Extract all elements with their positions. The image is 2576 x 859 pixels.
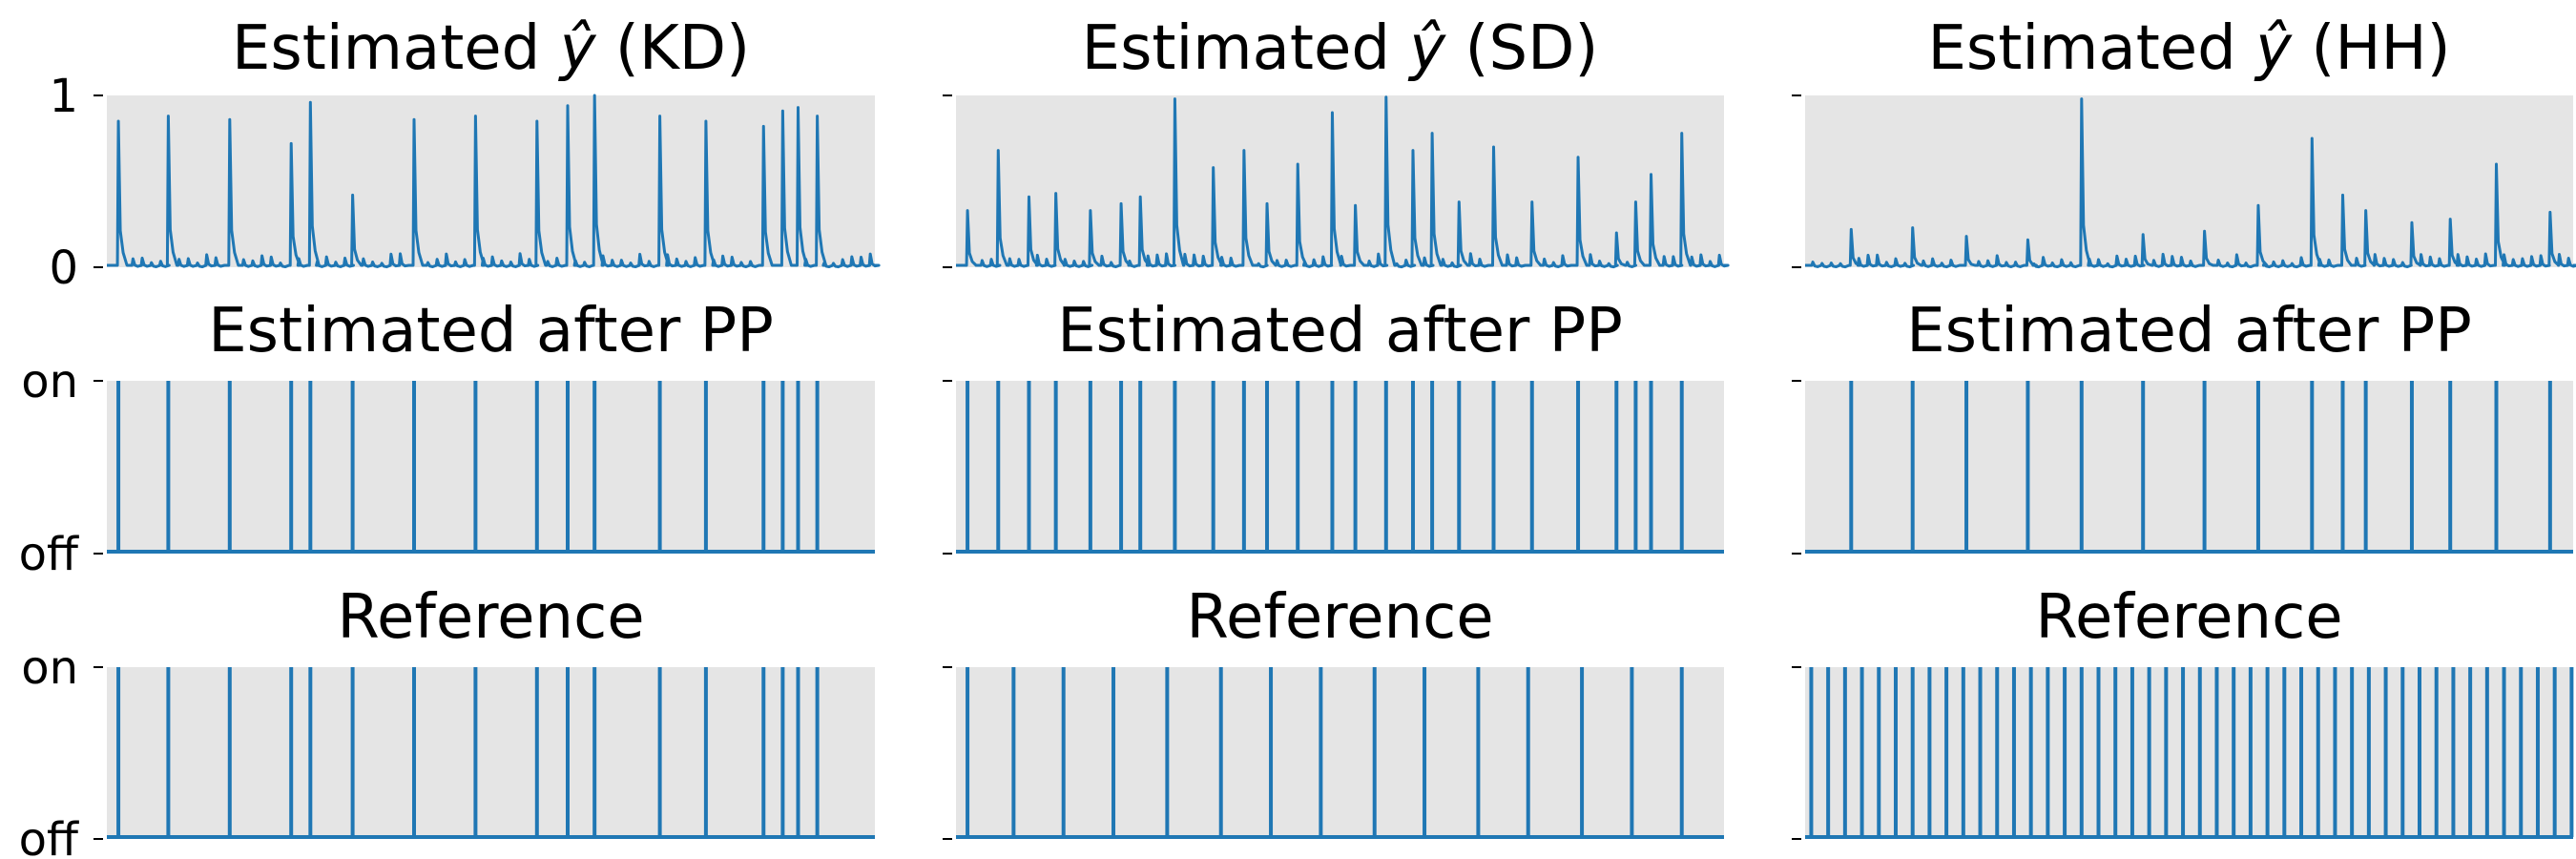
panel-title-prefix: Estimated (1927, 13, 2255, 84)
panel-title: Reference (2035, 582, 2342, 653)
panel-title-prefix: Estimated (1082, 13, 1410, 84)
panel-title-symbol: ŷ (1407, 13, 1446, 84)
panel-KD-estimated: Estimated ŷ (KD) 0 1 (49, 13, 881, 295)
y-tick-label-bottom: off (19, 528, 79, 581)
panel-title: Reference (1186, 582, 1493, 653)
panel-title-symbol: ŷ (558, 13, 597, 84)
panel-title-prefix: Estimated (232, 13, 560, 84)
estimate-curve (107, 94, 881, 269)
panel-title-suffix: (HH) (2292, 13, 2451, 84)
estimate-curve (956, 95, 1730, 269)
y-tick-label-top: 1 (49, 70, 78, 123)
y-tick-label-bottom: 0 (49, 241, 78, 295)
axes-background (107, 381, 875, 554)
panel-title: Reference (337, 582, 644, 653)
panel-title: Estimated ŷ (SD) (1082, 13, 1599, 84)
panel-title-suffix: (KD) (596, 13, 751, 84)
estimate-curve (1805, 97, 2576, 269)
panel-title-suffix: (SD) (1445, 13, 1598, 84)
panel-SD-reference: Reference (943, 582, 1724, 840)
panel-SD-after-PP: Estimated after PP (943, 296, 1724, 555)
panel-title: Estimated after PP (1906, 296, 2472, 367)
panel-HH-reference: Reference (1792, 582, 2574, 840)
y-tick-label-top: on (21, 355, 78, 409)
panel-title: Estimated after PP (208, 296, 774, 367)
y-tick-label-bottom: off (19, 813, 79, 859)
panel-SD-estimated: Estimated ŷ (SD) (943, 13, 1730, 269)
panel-KD-after-PP: Estimated after PP off on (19, 296, 875, 581)
panel-title: Estimated after PP (1057, 296, 1623, 367)
panel-title-symbol: ŷ (2254, 13, 2293, 84)
panel-title: Estimated ŷ (HH) (1927, 13, 2450, 84)
axes-background (107, 95, 875, 267)
panel-KD-reference: Reference off on (19, 582, 875, 859)
axes-background (107, 667, 875, 839)
axes-background (1805, 95, 2573, 267)
y-tick-label-top: on (21, 641, 78, 695)
panel-title: Estimated ŷ (KD) (232, 13, 750, 84)
axes-background (956, 381, 1724, 554)
axes-background (1805, 667, 2573, 839)
panel-HH-estimated: Estimated ŷ (HH) (1792, 13, 2576, 269)
axes-background (956, 667, 1724, 839)
axes-background (1805, 381, 2573, 554)
axes-background (956, 95, 1724, 267)
panel-HH-after-PP: Estimated after PP (1792, 296, 2573, 555)
